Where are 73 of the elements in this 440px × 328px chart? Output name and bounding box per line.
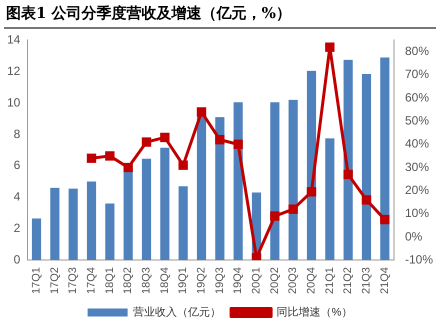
point: [288, 204, 298, 214]
y2-tick-label: 60%: [404, 90, 430, 104]
x-tick-label: 19Q4: [232, 267, 244, 294]
point: [325, 42, 335, 52]
point: [86, 154, 96, 163]
point: [306, 187, 316, 196]
x-tick-label: 19Q1: [177, 267, 190, 294]
bar: [270, 102, 280, 260]
legend-label: 同比增速（%）: [276, 306, 352, 319]
x-tick-label: 18Q1: [104, 267, 116, 294]
bar: [160, 148, 170, 260]
x-tick-label: 21Q2: [342, 267, 354, 294]
x-tick-label: 21Q1: [324, 267, 336, 294]
y-tick-label: 12: [6, 64, 21, 78]
y-tick-label: 14: [6, 32, 21, 47]
y2-tick-label: 80%: [404, 44, 430, 58]
bar: [142, 158, 152, 260]
point: [196, 107, 206, 117]
point: [252, 253, 262, 260]
bar: [68, 188, 78, 260]
x-tick-label: 18Q3: [140, 267, 153, 294]
bar: [105, 204, 114, 260]
point: [380, 214, 390, 224]
point: [178, 160, 188, 170]
chart-title: 图表1 公司分季度营收及增速（亿元，%）: [6, 4, 291, 23]
x-tick-label: 20Q2: [268, 267, 281, 294]
y-tick-label: 6: [14, 158, 21, 172]
x-tick-label: 17Q1: [30, 267, 43, 294]
bar: [362, 74, 372, 260]
x-tick-label: 17Q4: [86, 267, 98, 294]
x-tick-label: 21Q3: [360, 267, 373, 294]
bar: [325, 138, 334, 260]
y-tick-label: 8: [14, 126, 21, 141]
x-tick-label: 18Q4: [158, 267, 171, 294]
y2-tick-label: 40%: [404, 136, 430, 151]
y-tick-label: 2: [14, 220, 21, 235]
x-tick-label: 19Q3: [214, 267, 226, 294]
y2-tick-label: 20%: [404, 182, 430, 197]
y2-tick-label: 10%: [404, 206, 430, 220]
point: [142, 137, 152, 147]
x-tick-label: 18Q2: [122, 267, 134, 294]
x-tick-label: 19Q2: [196, 267, 208, 294]
x-tick-label: 20Q3: [287, 267, 300, 294]
y2-tick-label: 0%: [404, 229, 423, 244]
x-tick-label: 21Q4: [378, 267, 391, 294]
y-tick-label: 4: [14, 190, 21, 204]
bar: [215, 117, 224, 260]
point: [233, 140, 243, 150]
bar: [32, 218, 42, 260]
x-tick-label: 17Q2: [48, 267, 61, 294]
x-tick-label: 20Q1: [250, 267, 263, 294]
point: [215, 135, 225, 144]
bar: [288, 100, 298, 260]
point: [160, 132, 170, 142]
bar: [178, 186, 188, 260]
y-tick-label: 0: [14, 252, 21, 266]
x-tick-label: 20Q4: [306, 267, 318, 294]
bar: [50, 188, 60, 260]
bar: [380, 57, 390, 260]
point: [105, 151, 115, 161]
point: [123, 162, 133, 172]
y2-tick-label: 70%: [404, 67, 430, 82]
y2-tick-label: 30%: [404, 160, 430, 174]
point: [343, 170, 353, 180]
y2-tick-label: -10%: [404, 252, 434, 266]
y2-tick-label: 50%: [404, 114, 430, 128]
x-tick-label: 17Q3: [67, 267, 80, 294]
legend-label: 营业收入（亿元）: [133, 306, 222, 319]
y-tick-label: 10: [6, 95, 21, 110]
bar: [86, 182, 96, 260]
point: [270, 211, 280, 221]
point: [362, 195, 372, 205]
bar: [196, 114, 206, 260]
